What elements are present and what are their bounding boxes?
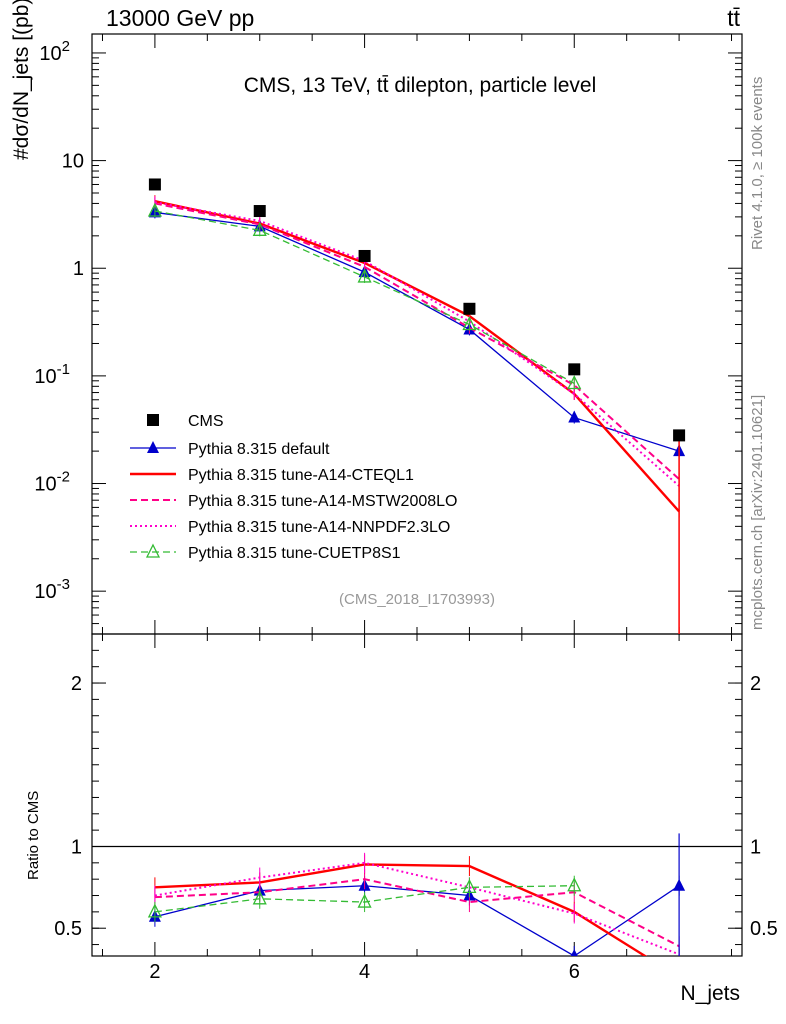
series-line-pythia-8-315-tune-cuetp8s1 — [154, 210, 575, 385]
beam-label: 13000 GeV pp — [106, 5, 254, 31]
ratio-point-pythia-8-315-tune-cuetp8s1 — [357, 893, 372, 908]
ratio-line-pythia-8-315-default — [154, 885, 680, 956]
ratio-point-pythia-8-315-tune-cuetp8s1 — [462, 878, 477, 893]
ratio-ytick-label: 0.5 — [54, 918, 82, 940]
data-point-cms — [568, 363, 581, 376]
data-point-cms — [673, 429, 686, 442]
legend-label-pythia-8-315-tune-cuetp8s1: Pythia 8.315 tune-CUETP8S1 — [188, 545, 401, 562]
xtick-label: 2 — [149, 961, 160, 983]
series-line-pythia-8-315-default — [154, 211, 680, 452]
main-ytick-label: 102 — [39, 38, 70, 65]
ratio-ytick-label: 1 — [71, 836, 82, 858]
legend-marker-pythia-8-315-tune-cuetp8s1 — [145, 543, 161, 558]
legend-label-pythia-8-315-tune-a14-cteql1: Pythia 8.315 tune-A14-CTEQL1 — [188, 467, 414, 484]
point-pythia-8-315-tune-cuetp8s1 — [357, 268, 372, 283]
analysis-id: (CMS_2018_I1703993) — [339, 591, 495, 608]
point-pythia-8-315-tune-cuetp8s1 — [567, 375, 582, 390]
point-pythia-8-315-tune-cuetp8s1 — [252, 221, 267, 236]
ratio-point-pythia-8-315-tune-cuetp8s1 — [567, 877, 582, 892]
main-ylabel-text: #dσ/dN_jets [(pb)] — [10, 0, 33, 160]
xlabel: N_jets — [680, 982, 740, 1005]
legend-marker-pythia-8-315-default — [147, 441, 159, 453]
ratio-line-pythia-8-315-tune-a14-cteql1 — [154, 863, 648, 956]
data-point-cms — [463, 302, 476, 315]
data-point-cms — [253, 205, 266, 218]
legend-label-pythia-8-315-tune-a14-nnpdf2-3lo: Pythia 8.315 tune-A14-NNPDF2.3LO — [188, 519, 450, 536]
rivet-label: Rivet 4.1.0, ≥ 100k events — [749, 77, 766, 250]
main-ytick-label: 10 — [62, 151, 84, 173]
main-ytick-label: 10-3 — [34, 576, 70, 603]
process-label: tt̄ — [727, 5, 740, 31]
main-ytick-label: 10-2 — [34, 469, 70, 496]
point-pythia-8-315-tune-cuetp8s1 — [147, 202, 162, 217]
series-line-pythia-8-315-tune-a14-nnpdf2-3lo — [154, 201, 680, 487]
mcplots-label: mcplots.cern.ch [arXiv:2401.10621] — [749, 395, 766, 630]
point-pythia-8-315-tune-cuetp8s1 — [462, 316, 477, 331]
ratio-ylabel: Ratio to CMS — [25, 791, 42, 880]
data-point-cms — [148, 178, 161, 191]
series-line-pythia-8-315-tune-a14-cteql1 — [154, 199, 680, 513]
ratio-line-pythia-8-315-tune-a14-mstw2008lo — [154, 878, 680, 948]
chart-title: CMS, 13 TeV, tt̄ dilepton, particle leve… — [244, 74, 597, 97]
xtick-label: 6 — [569, 961, 580, 983]
series-line-pythia-8-315-tune-a14-mstw2008lo — [154, 202, 680, 480]
ratio-ytick-label-right: 1 — [750, 836, 761, 858]
point-pythia-8-315-default — [568, 410, 581, 423]
data-point-cms — [358, 249, 371, 262]
main-ylabel: #dσ/dN_jets [(pb)] — [10, 0, 33, 160]
legend-label-cms: CMS — [188, 413, 224, 430]
legend-label-pythia-8-315-tune-a14-mstw2008lo: Pythia 8.315 tune-A14-MSTW2008LO — [188, 493, 457, 510]
main-ytick-label: 10-1 — [34, 361, 70, 388]
ratio-point-pythia-8-315-default — [570, 949, 578, 956]
xtick-label: 4 — [359, 961, 370, 983]
legend-label-pythia-8-315-default: Pythia 8.315 default — [188, 441, 330, 458]
main-panel-frame — [91, 33, 743, 635]
ratio-ytick-label-right: 2 — [750, 673, 761, 695]
ratio-ytick-label-right: 0.5 — [750, 918, 778, 940]
ratio-line-pythia-8-315-tune-a14-nnpdf2-3lo — [154, 861, 680, 956]
main-ytick-label: 1 — [73, 258, 84, 280]
ratio-ytick-label: 2 — [71, 673, 82, 695]
legend-marker-cms — [147, 414, 159, 426]
ratio-point-pythia-8-315-tune-cuetp8s1 — [147, 903, 162, 918]
ratio-point-pythia-8-315-tune-cuetp8s1 — [252, 890, 267, 905]
